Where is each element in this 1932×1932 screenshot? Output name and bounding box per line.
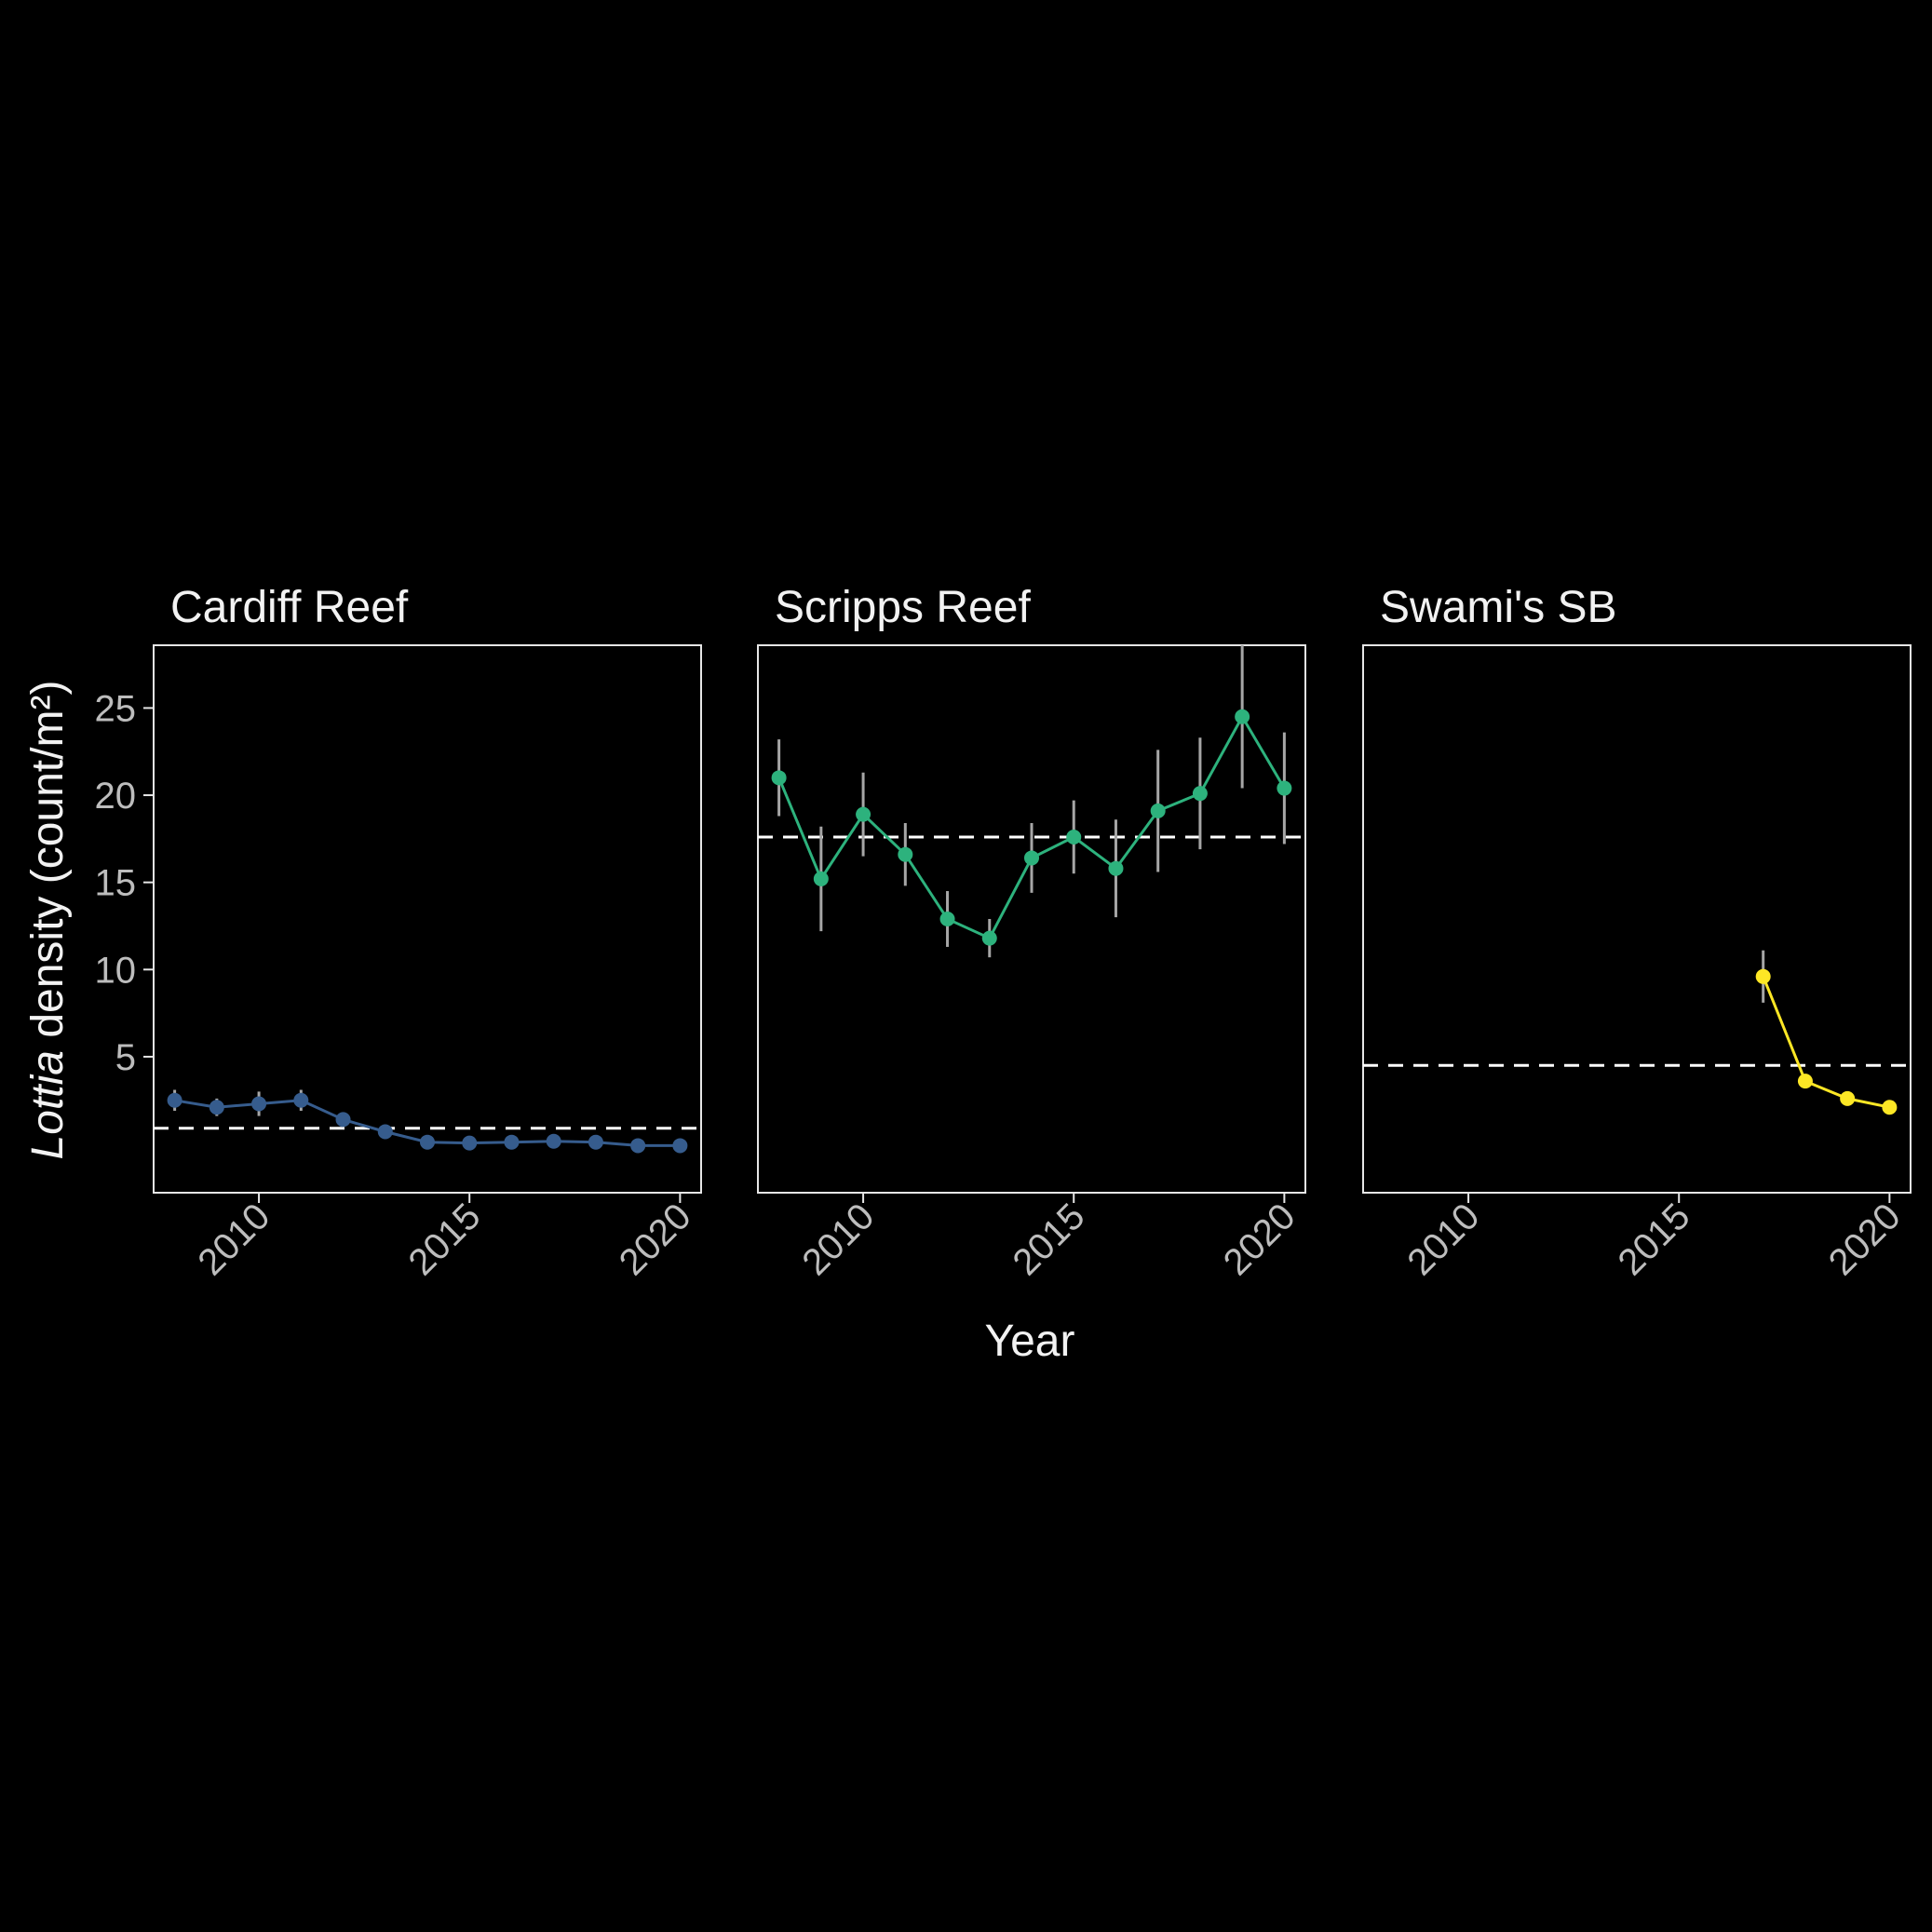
data-point xyxy=(1882,1100,1898,1115)
data-point xyxy=(588,1134,603,1150)
panel-title: Scripps Reef xyxy=(775,583,1031,632)
data-point xyxy=(771,770,787,786)
data-point xyxy=(1277,780,1292,796)
y-axis-title-rest: density (count/m²) xyxy=(23,681,73,1050)
y-tick-label: 15 xyxy=(95,863,137,904)
data-point xyxy=(1150,803,1166,818)
data-point xyxy=(1235,709,1250,724)
data-point xyxy=(293,1092,309,1108)
data-point xyxy=(981,930,997,946)
panel-frame xyxy=(153,644,702,1194)
y-tick-label: 20 xyxy=(95,776,137,817)
y-tick-label: 5 xyxy=(115,1037,136,1078)
data-point xyxy=(546,1133,561,1149)
data-point xyxy=(1755,968,1771,984)
data-point xyxy=(420,1134,435,1150)
data-point xyxy=(167,1092,182,1108)
y-axis-title: Lottia density (count/m²) xyxy=(23,681,73,1160)
data-point xyxy=(939,912,955,926)
y-tick-label: 25 xyxy=(95,688,137,729)
series-line xyxy=(1762,976,1890,1109)
data-point xyxy=(898,846,913,862)
panel-title: Cardiff Reef xyxy=(170,583,409,632)
data-point xyxy=(1108,860,1124,876)
data-point xyxy=(209,1100,224,1115)
y-axis-title-italic: Lottia xyxy=(23,1050,73,1159)
data-point xyxy=(1840,1090,1856,1106)
panel-frame xyxy=(757,644,1306,1194)
x-axis-title: Year xyxy=(985,1317,1075,1366)
data-point xyxy=(504,1134,520,1150)
data-point xyxy=(813,871,829,886)
panel-title: Swami's SB xyxy=(1380,583,1617,632)
data-point xyxy=(335,1112,351,1128)
data-point xyxy=(1066,829,1082,844)
data-point xyxy=(1024,850,1039,866)
data-point xyxy=(630,1138,646,1154)
data-point xyxy=(251,1096,267,1112)
data-point xyxy=(1797,1074,1813,1089)
data-point xyxy=(672,1138,688,1154)
data-point xyxy=(1192,786,1208,802)
data-point xyxy=(856,806,871,822)
y-tick-label: 10 xyxy=(95,950,137,991)
data-point xyxy=(462,1135,478,1151)
data-point xyxy=(377,1124,393,1140)
panel-frame xyxy=(1362,644,1912,1194)
